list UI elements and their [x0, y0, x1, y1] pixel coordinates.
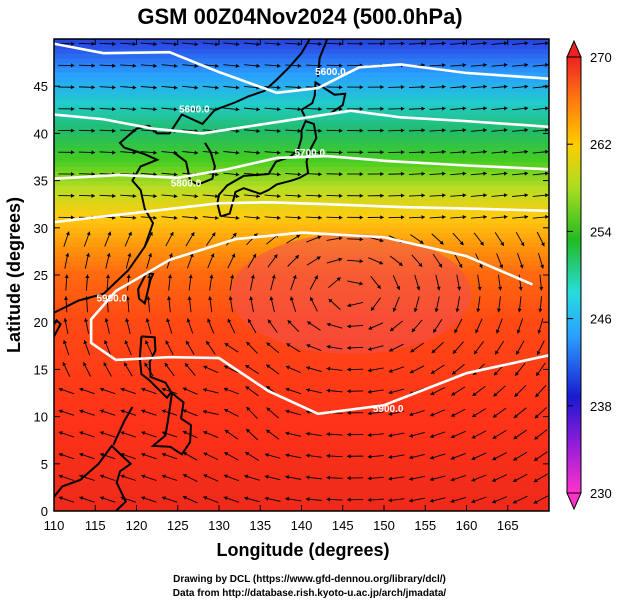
- height-contours: [54, 42, 549, 416]
- y-tick-label: 40: [34, 126, 48, 141]
- credit-drawing: Drawing by DCL (https://www.gfd-dennou.o…: [173, 574, 446, 585]
- contour-label: 5900.0: [373, 404, 404, 415]
- wind-streamlines: [58, 41, 549, 504]
- contour-label: 5800.0: [171, 178, 202, 189]
- contour-labels: 5600.0 5600.0 5700.0 5800.0 5900.0 5900.0: [96, 67, 403, 415]
- y-axis-label: Latitude (degrees): [4, 197, 24, 353]
- credit-data: Data from http://database.rish.kyoto-u.a…: [172, 588, 447, 599]
- x-tick-label: 160: [456, 518, 478, 533]
- colorbar-max-arrow: [566, 39, 582, 58]
- y-tick-label: 20: [34, 315, 48, 330]
- x-tick-label: 140: [291, 518, 313, 533]
- x-tick-label: 130: [208, 518, 230, 533]
- contour-label: 5700.0: [294, 148, 325, 159]
- y-tick-label: 35: [34, 174, 48, 189]
- contour-label: 5900.0: [96, 293, 127, 304]
- colorbar-tick-label: 238: [590, 399, 612, 414]
- chart-title: GSM 00Z04Nov2024 (500.0hPa): [137, 4, 463, 29]
- contour-label: 5600.0: [179, 105, 210, 116]
- y-tick-label: 25: [34, 268, 48, 283]
- colorbar-tick-label: 270: [590, 50, 612, 65]
- x-tick-label: 155: [414, 518, 436, 533]
- y-tick-label: 5: [41, 457, 48, 472]
- colorbar-tick-label: 262: [590, 137, 612, 152]
- x-axis: 110 115 120 125 130 135 140 145 150 155 160 165: [44, 39, 519, 533]
- x-tick-label: 145: [332, 518, 354, 533]
- x-tick-label: 135: [249, 518, 271, 533]
- x-tick-label: 110: [44, 518, 65, 533]
- colorbar-tick-label: 254: [590, 224, 612, 239]
- colorbar: 230 238 246 254 262 270: [566, 39, 612, 511]
- x-tick-label: 115: [85, 518, 106, 533]
- x-tick-label: 120: [126, 518, 148, 533]
- y-tick-label: 30: [34, 221, 48, 236]
- contour-label: 5600.0: [315, 67, 346, 78]
- y-axis: 0 5 10 15 20 25 30 35 40 45: [34, 79, 549, 519]
- colorbar-min-arrow: [566, 492, 582, 511]
- y-tick-label: 10: [34, 410, 48, 425]
- y-tick-label: 0: [41, 504, 48, 519]
- x-tick-label: 165: [497, 518, 519, 533]
- y-tick-label: 15: [34, 362, 48, 377]
- y-tick-label: 45: [34, 79, 48, 94]
- x-tick-label: 125: [167, 518, 189, 533]
- x-axis-label: Longitude (degrees): [216, 540, 389, 560]
- x-tick-label: 150: [373, 518, 395, 533]
- colorbar-tick-label: 246: [590, 312, 612, 327]
- colorbar-tick-label: 230: [590, 486, 612, 501]
